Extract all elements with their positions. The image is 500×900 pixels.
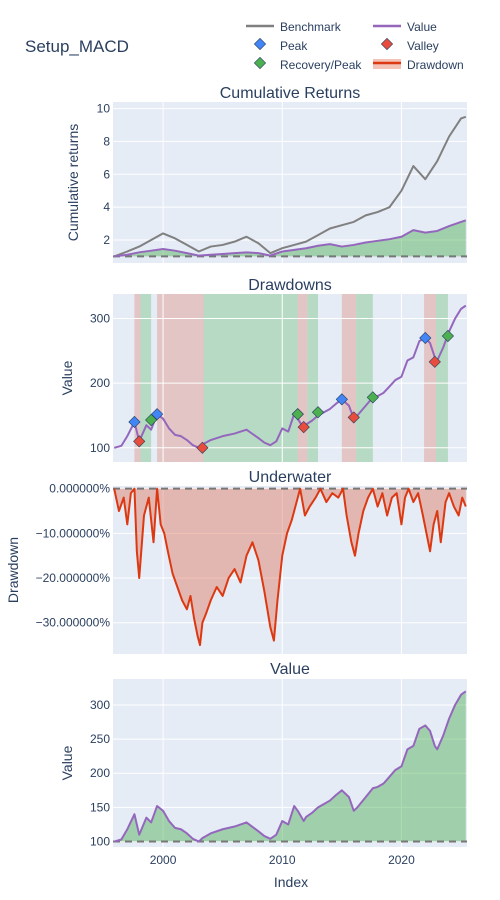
y-tick-label: 8	[103, 134, 110, 148]
y-tick-label: 100	[90, 835, 110, 849]
y-tick-label: 2	[103, 233, 110, 247]
drawdown-span	[341, 294, 357, 462]
series-drawdown-line	[113, 487, 467, 647]
drawdown-span	[297, 294, 308, 462]
y-tick-label: −10.000000%	[36, 526, 111, 540]
recovery-span	[356, 294, 373, 462]
recovery-span	[307, 294, 319, 462]
y-tick-label: 300	[90, 698, 110, 712]
plot-background	[113, 294, 467, 462]
y-tick-label: 6	[103, 167, 110, 181]
y-tick-label: −20.000000%	[36, 571, 111, 585]
y-tick-label: −30.000000%	[36, 616, 111, 630]
legend-valley-label: Valley	[407, 39, 439, 53]
drawdown-span	[134, 294, 141, 462]
panel-title: Underwater	[249, 469, 332, 486]
panel-2: 100 200 300 Drawdowns Value	[59, 277, 467, 462]
x-axis-title: Index	[274, 874, 308, 890]
valley-marker	[297, 421, 310, 434]
x-tick-label: 2010	[269, 853, 296, 867]
y-tick-label: 100	[90, 441, 110, 455]
legend-benchmark-label: Benchmark	[280, 20, 342, 34]
legend: Benchmark Value Peak Valley Recovery/Pea…	[246, 20, 464, 72]
y-tick-label: 150	[90, 800, 110, 814]
underwater-area	[114, 488, 466, 646]
x-tick-label: 2000	[150, 853, 177, 867]
panel-title: Drawdowns	[248, 277, 332, 294]
drawdown-span	[157, 294, 204, 462]
y-tick-label: 10	[97, 102, 111, 116]
y-tick-label: 200	[90, 766, 110, 780]
recovery-span	[140, 294, 152, 462]
series-benchmark-line	[113, 115, 467, 258]
peak-marker	[419, 331, 432, 345]
recovery-marker	[366, 391, 379, 404]
y-tick-label: 0.000000%	[49, 482, 110, 496]
y-axis-title: Cumulative returns	[65, 124, 81, 242]
legend-valley-marker	[380, 37, 394, 51]
y-tick-label: 4	[103, 200, 110, 214]
y-axis-title: Value	[59, 360, 75, 395]
recovery-span	[436, 294, 448, 462]
recovery-marker	[291, 408, 304, 421]
positive-area	[114, 220, 466, 257]
series-value-line	[113, 690, 467, 843]
peak-marker	[335, 393, 348, 406]
y-tick-label: 300	[90, 312, 110, 326]
peak-marker	[151, 408, 164, 421]
valley-marker	[133, 435, 146, 448]
y-tick-label: 250	[90, 732, 110, 746]
recovery-marker	[311, 406, 325, 419]
panel-1: 2 4 6 8 10 Cumulative Returns Cumulative retur…	[65, 85, 467, 263]
panel-4: 100 150 200 250 300 Value Value 2000 2010 2020	[59, 661, 467, 867]
legend-peak-label: Peak	[280, 39, 308, 53]
positive-area	[114, 691, 466, 842]
x-tick-label: 2020	[388, 853, 415, 867]
plot-area	[113, 487, 467, 647]
valley-marker	[428, 355, 441, 368]
valley-marker	[196, 441, 209, 454]
series-value-line	[114, 219, 467, 258]
panel-3: 0.000000% −10.000000% −20.000000% −30.00000…	[5, 469, 467, 654]
figure-title: Setup_MACD	[25, 37, 129, 56]
panel-title: Cumulative Returns	[220, 85, 361, 102]
legend-value-label: Value	[407, 20, 437, 34]
y-tick-label: 200	[90, 376, 110, 390]
legend-peak-marker	[253, 37, 267, 51]
plot-area	[113, 115, 467, 258]
legend-drawdown-label: Drawdown	[407, 58, 464, 72]
drawdown-span	[424, 294, 437, 462]
plot-area	[113, 690, 467, 843]
recovery-marker	[441, 329, 455, 343]
peak-marker	[128, 415, 141, 429]
legend-recovery-label: Recovery/Peak	[280, 58, 362, 72]
valley-marker	[347, 411, 360, 424]
legend-recovery-marker	[253, 56, 267, 70]
panel-title: Value	[270, 661, 310, 678]
recovery-marker	[145, 413, 158, 427]
y-axis-title: Value	[59, 745, 75, 780]
y-axis-title: Drawdown	[5, 537, 21, 603]
